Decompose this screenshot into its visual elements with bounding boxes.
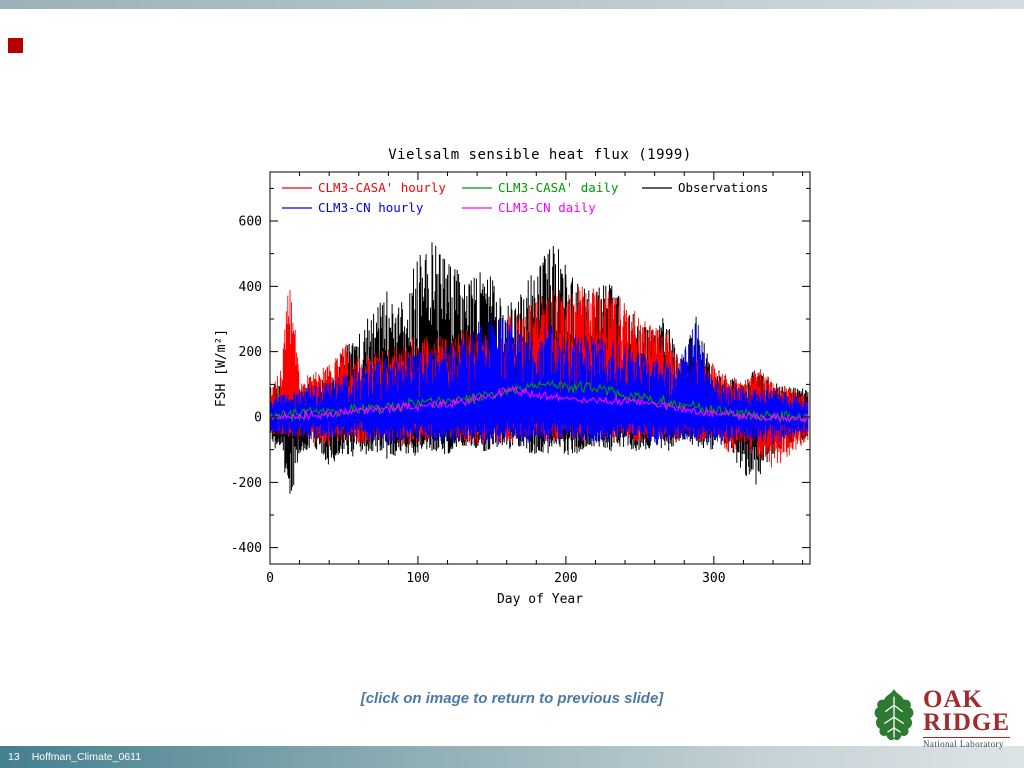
slide-footer-title: Hoffman_Climate_0611 [31, 751, 142, 763]
y-tick-label: 400 [239, 280, 262, 295]
ornl-logo: OAK RIDGE National Laboratory [872, 686, 1010, 749]
oak-leaf-icon [874, 689, 914, 741]
tick-labels: 0 100 200 300 -400 -200 0 200 400 600 [231, 215, 726, 587]
plot-frame [269, 171, 811, 565]
legend-label: CLM3-CASA' daily [498, 180, 619, 195]
y-tick-label: 600 [239, 215, 262, 230]
ornl-logo-text: OAK RIDGE National Laboratory [923, 686, 1010, 749]
x-tick-label: 0 [266, 571, 274, 586]
x-tick-label: 300 [702, 571, 725, 586]
legend: CLM3-CASA' hourly CLM3-CASA' daily Observa… [282, 180, 768, 215]
red-accent-square [8, 38, 23, 53]
legend-label: CLM3-CN daily [498, 200, 596, 215]
y-axis-label: FSH [W/m²] [214, 329, 229, 407]
chart-text: Vielsalm sensible heat flux (1999) Day of… [214, 147, 692, 607]
series-clm3-cn-daily [269, 385, 809, 423]
x-tick-label: 100 [406, 571, 429, 586]
slide-page-number: 13 [8, 751, 20, 763]
y-tick-label: -200 [231, 476, 262, 491]
return-caption: [click on image to return to previous sl… [360, 690, 664, 707]
slide-footer-bar: 13 Hoffman_Climate_0611 [0, 746, 1024, 768]
slide-top-accent-bar [0, 0, 1024, 9]
series-group [269, 242, 810, 494]
y-tick-label: 200 [239, 345, 262, 360]
ornl-logo-line2: RIDGE [923, 709, 1010, 736]
legend-label: Observations [678, 180, 768, 195]
ornl-logo-line1: OAK [923, 686, 983, 713]
series-clm3-casa-daily [269, 379, 810, 424]
x-axis-label: Day of Year [497, 592, 583, 607]
ornl-logo-subtitle: National Laboratory [923, 737, 1010, 749]
legend-label: CLM3-CN hourly [318, 200, 424, 215]
heat-flux-chart-image[interactable]: Vielsalm sensible heat flux (1999) Day of… [212, 142, 812, 614]
chart-title: Vielsalm sensible heat flux (1999) [388, 147, 692, 163]
heat-flux-chart-svg: Vielsalm sensible heat flux (1999) Day of… [214, 147, 811, 607]
y-tick-label: -400 [231, 541, 262, 556]
legend-label: CLM3-CASA' hourly [318, 180, 446, 195]
y-tick-label: 0 [254, 411, 262, 426]
x-tick-label: 200 [554, 571, 577, 586]
